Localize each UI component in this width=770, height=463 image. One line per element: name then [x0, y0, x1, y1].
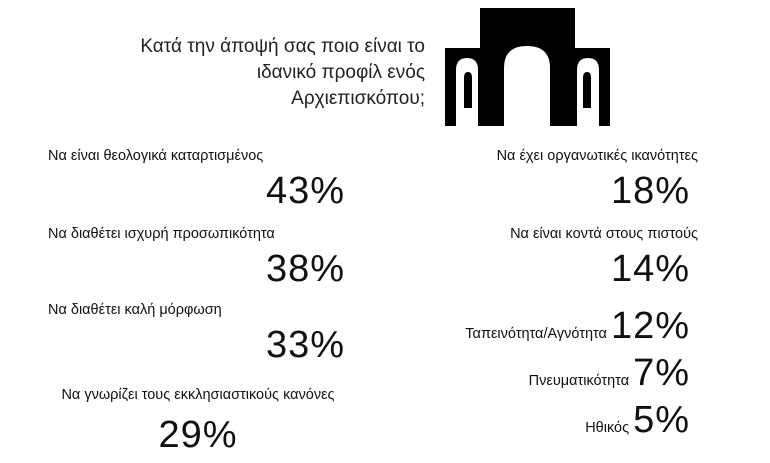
item-label: Να διαθέτει καλή μόρφωση [48, 302, 222, 318]
item-percent: 7% [633, 352, 690, 394]
item: Ηθικός 5% [585, 399, 690, 442]
item-percent: 5% [633, 399, 690, 441]
item-percent: 29% [158, 414, 238, 456]
item-label: Πνευματικότητα [528, 373, 630, 389]
item-percent: 12% [610, 305, 690, 347]
page: Κατά την άποψή σας ποιο είναι το ιδανικό… [48, 8, 698, 455]
question: Κατά την άποψή σας ποιο είναι το ιδανικό… [140, 36, 425, 109]
item-label: Να είναι κοντά στους πιστούς [510, 226, 698, 242]
item-label: Ταπεινότητα/Αγνότητα [465, 326, 607, 342]
item-percent: 43% [265, 170, 345, 212]
item-label: Να γνωρίζει τους εκκλησιαστικούς κανόνες [61, 387, 335, 403]
item: Να γνωρίζει τους εκκλησιαστικούς κανόνες… [48, 375, 348, 463]
item-percent: 14% [610, 248, 690, 290]
item-label: Να έχει οργανωτικές ικανότητες [496, 148, 698, 164]
item-percent: 18% [610, 170, 690, 212]
item-percent: 33% [265, 324, 345, 366]
item: Ταπεινότητα/Αγνότητα 12% [465, 305, 690, 348]
item-label: Να είναι θεολογικά καταρτισμένος [48, 148, 264, 164]
item-percent: 38% [265, 248, 345, 290]
item: Πνευματικότητα 7% [529, 352, 690, 395]
item-label: Να διαθέτει ισχυρή προσωπικότητα [48, 226, 275, 242]
building-icon [445, 8, 610, 126]
item-label: Ηθικός [585, 420, 630, 436]
